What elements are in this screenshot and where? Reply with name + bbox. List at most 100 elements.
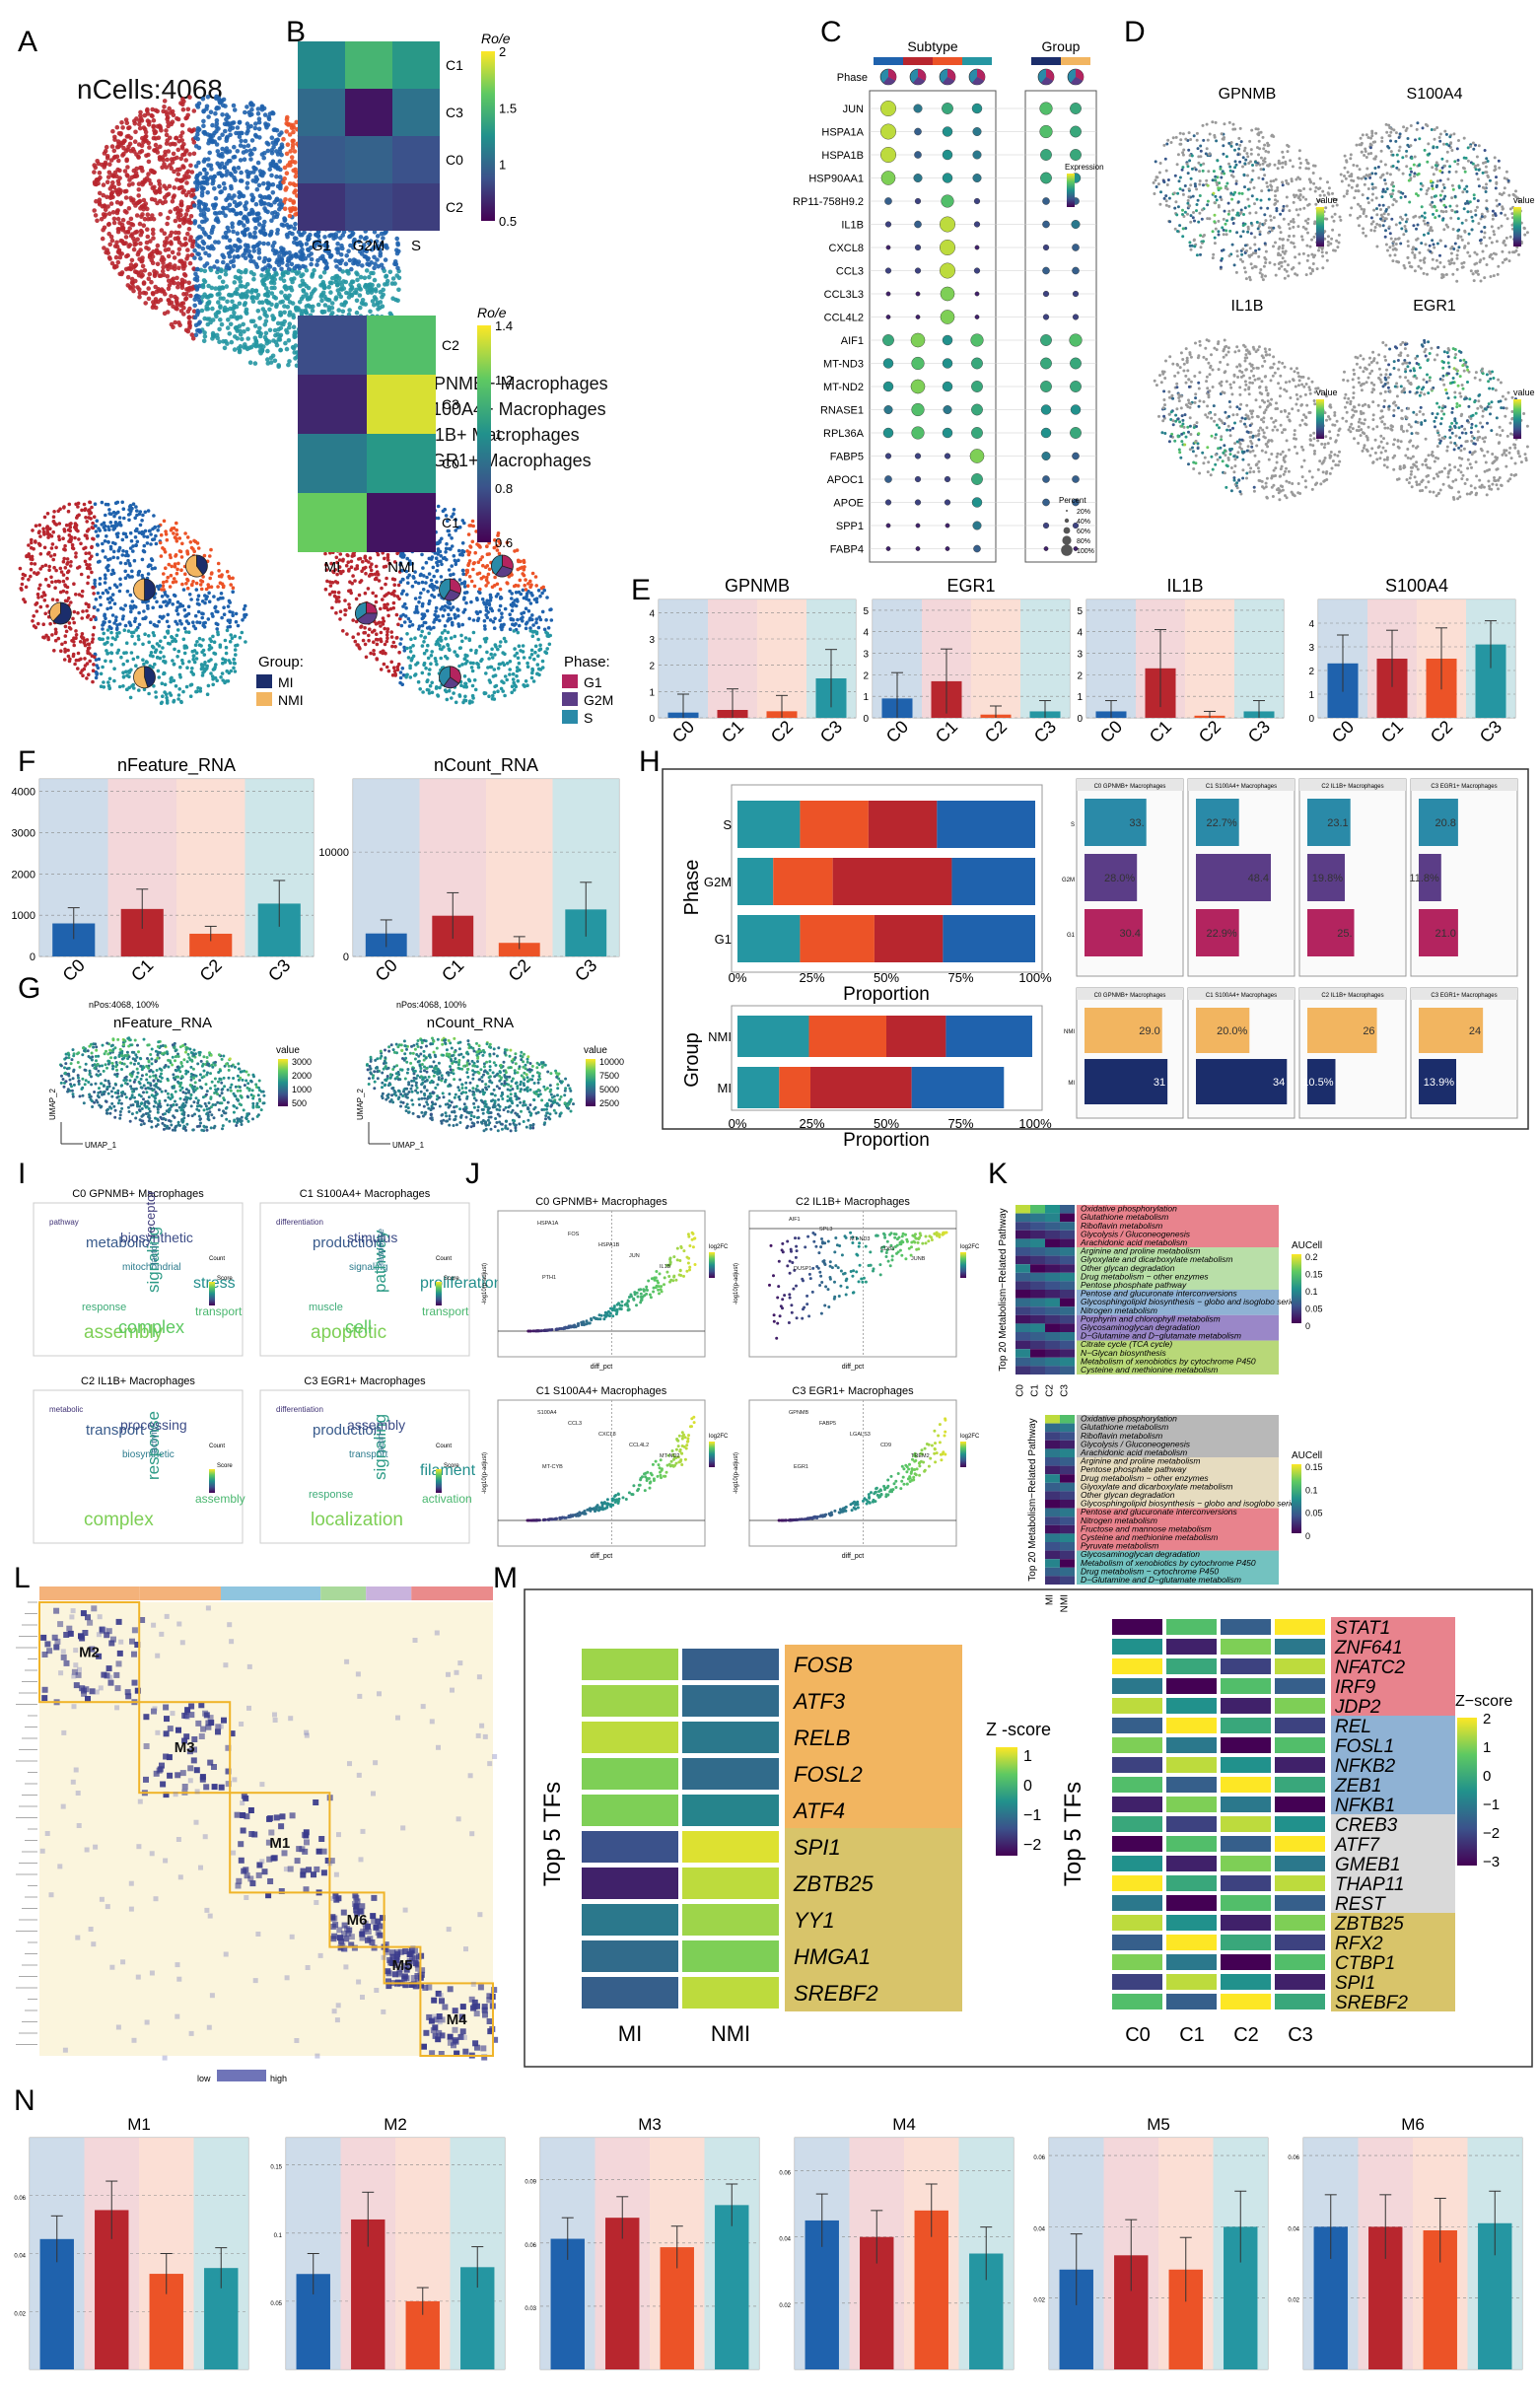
umap-point <box>160 616 165 620</box>
umap-point <box>285 305 291 310</box>
umap-point <box>363 630 368 635</box>
umap-point <box>304 242 310 247</box>
umap-point <box>110 128 115 134</box>
umap-point <box>107 586 112 591</box>
umap-point <box>81 673 85 677</box>
umap-point <box>176 224 182 229</box>
umap-point <box>104 144 109 150</box>
umap-point <box>424 581 428 585</box>
umap-point <box>278 198 283 203</box>
umap-point <box>165 537 170 542</box>
umap-point <box>394 612 399 617</box>
umap-point <box>237 301 243 307</box>
umap-point <box>484 671 488 675</box>
umap-point <box>56 636 61 641</box>
umap-point <box>93 578 97 583</box>
umap-point <box>372 652 377 657</box>
umap-point <box>445 689 449 694</box>
umap-point <box>237 323 243 329</box>
umap-point <box>88 652 92 656</box>
umap-point <box>112 678 116 683</box>
umap-point <box>206 283 211 289</box>
umap-point <box>531 623 535 627</box>
umap-point <box>301 263 306 269</box>
umap-point <box>200 650 204 655</box>
umap-point <box>137 622 142 627</box>
panel-letter-a: A <box>18 26 37 58</box>
umap-point <box>319 309 325 315</box>
umap-point <box>212 667 217 671</box>
umap-point <box>168 691 173 695</box>
umap-point <box>219 592 224 596</box>
umap-point <box>192 649 197 653</box>
umap-point <box>394 635 399 640</box>
umap-point <box>76 505 80 509</box>
umap-point <box>193 332 199 338</box>
umap-point <box>177 536 182 540</box>
umap-point <box>262 255 268 261</box>
umap-point <box>432 620 436 624</box>
umap-point <box>496 592 500 597</box>
umap-point <box>262 112 268 117</box>
umap-point <box>175 251 181 256</box>
umap-point <box>425 687 430 692</box>
umap-point <box>287 132 293 137</box>
umap-point <box>129 257 135 263</box>
umap-point <box>109 173 114 177</box>
umap-point <box>165 603 169 607</box>
umap-point <box>158 124 163 129</box>
umap-point <box>81 609 85 613</box>
umap-point <box>149 532 153 536</box>
umap-point <box>199 644 203 648</box>
umap-point <box>363 556 368 560</box>
umap-point <box>250 318 256 324</box>
umap-point <box>428 683 433 688</box>
umap-point <box>191 654 196 658</box>
umap-point <box>150 291 156 296</box>
umap-point <box>272 327 278 333</box>
umap-point <box>109 651 114 656</box>
umap-point <box>361 566 366 571</box>
umap-point <box>505 662 510 666</box>
umap-point <box>140 168 145 174</box>
umap-point <box>171 151 176 157</box>
umap-point <box>230 125 236 131</box>
umap-point <box>269 173 274 178</box>
umap-point <box>109 572 114 577</box>
umap-point <box>184 180 189 185</box>
umap-point <box>91 585 95 590</box>
umap-point <box>210 332 216 338</box>
umap-point <box>292 226 298 231</box>
umap-point <box>162 519 167 524</box>
umap-point <box>341 303 347 308</box>
umap-point <box>154 533 158 538</box>
umap-point <box>367 633 371 638</box>
umap-point <box>72 582 76 586</box>
umap-point <box>166 298 172 303</box>
umap-point <box>160 681 165 685</box>
umap-point <box>222 612 227 616</box>
umap-point <box>486 572 491 577</box>
umap-point <box>470 519 475 524</box>
umap-point <box>343 612 347 617</box>
umap-point <box>261 228 266 233</box>
umap-point <box>274 127 280 133</box>
umap-point <box>110 613 115 617</box>
umap-point <box>157 525 161 529</box>
umap-point <box>112 170 118 176</box>
umap-point <box>234 203 240 209</box>
umap-point <box>245 293 249 299</box>
umap-point <box>386 591 391 596</box>
umap-point <box>370 299 376 304</box>
umap-point <box>63 566 68 570</box>
umap-point <box>444 550 448 554</box>
umap-point <box>461 598 466 601</box>
umap-point <box>49 554 53 558</box>
umap-point <box>223 638 228 643</box>
umap-point <box>372 303 377 308</box>
umap-point <box>140 529 145 534</box>
umap-point <box>503 693 507 698</box>
umap-point <box>131 288 136 294</box>
umap-point <box>169 121 174 127</box>
umap-point <box>126 133 131 139</box>
